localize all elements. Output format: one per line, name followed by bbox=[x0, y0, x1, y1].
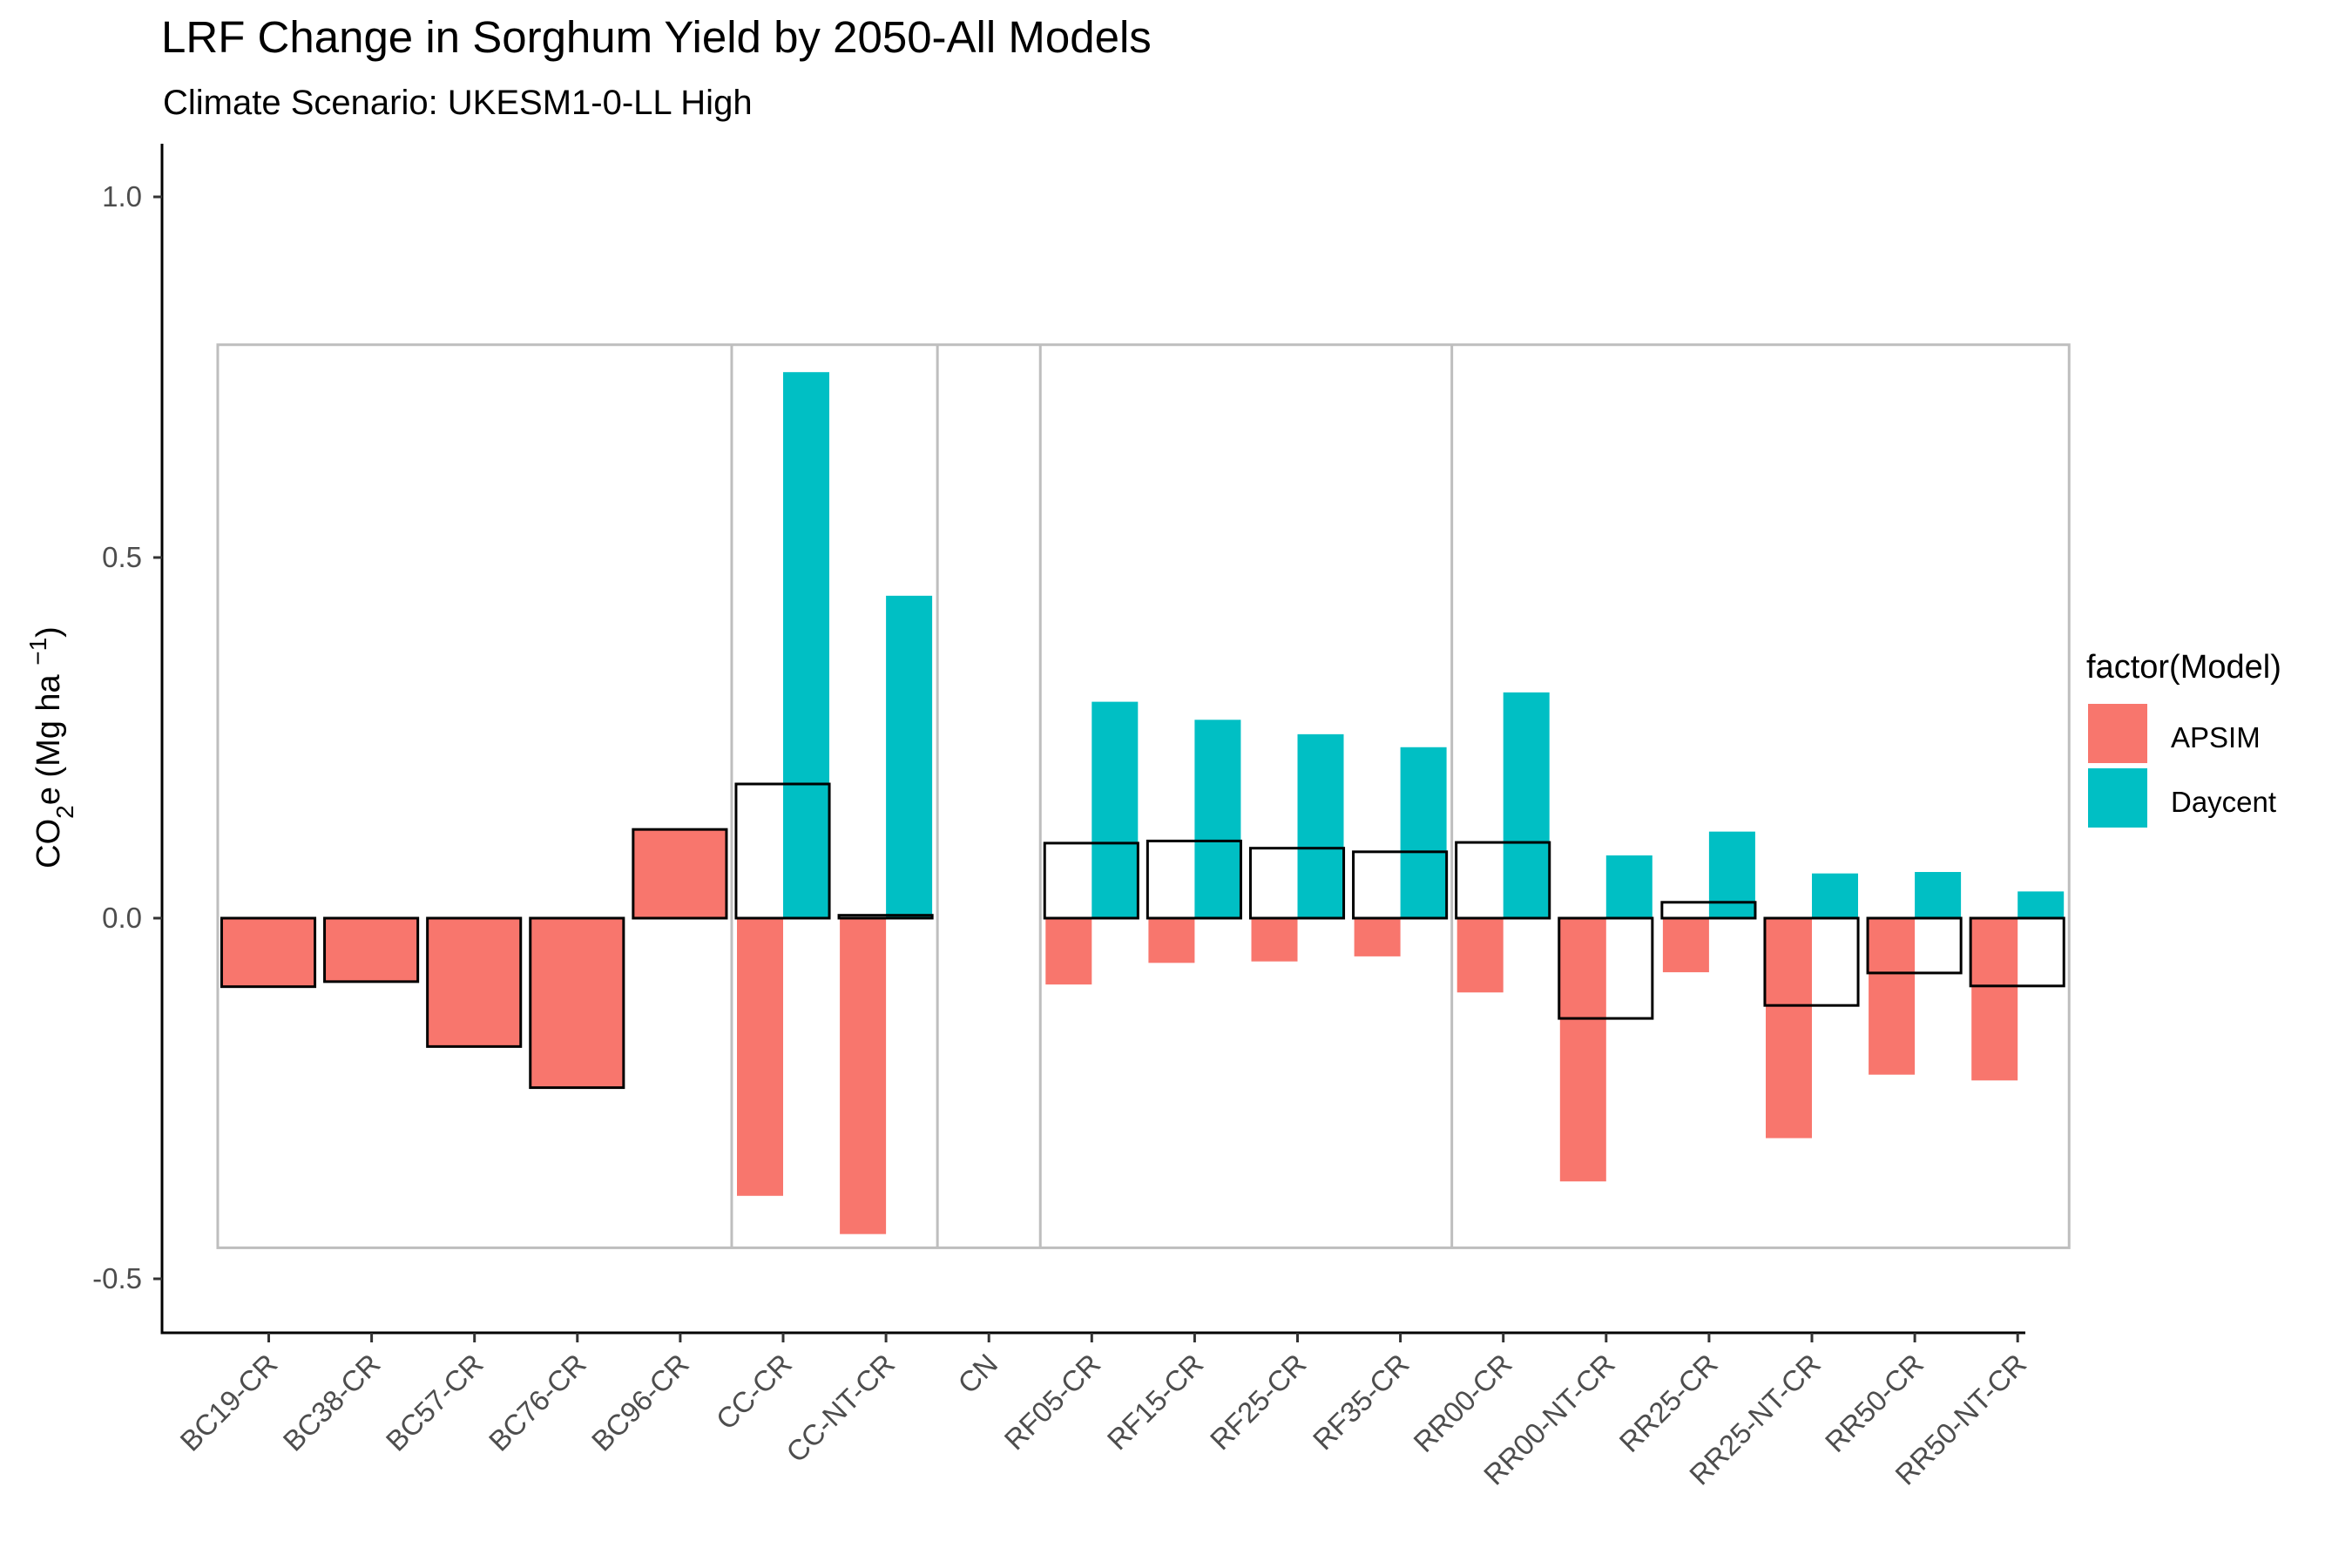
bar-daycent bbox=[1708, 831, 1755, 918]
group-boxes bbox=[216, 343, 2071, 1249]
mean-outline bbox=[1146, 839, 1242, 920]
bar-apsim bbox=[220, 916, 317, 989]
mean-outline bbox=[837, 914, 934, 920]
bar-apsim bbox=[1971, 918, 2018, 1081]
legend-key-apsim bbox=[2088, 704, 2147, 763]
bar-apsim bbox=[1045, 918, 1092, 985]
mean-outline bbox=[1969, 916, 2065, 988]
y-tick-label: -0.5 bbox=[92, 1262, 142, 1294]
x-tick-label: BC19-CR bbox=[173, 1348, 283, 1457]
bar-apsim bbox=[426, 916, 523, 1048]
mean-outline bbox=[1043, 841, 1139, 920]
legend-label-daycent: Daycent bbox=[2171, 786, 2276, 818]
bar-daycent bbox=[1812, 873, 1858, 918]
y-tick-label: 0.0 bbox=[102, 902, 142, 934]
bar-apsim bbox=[1766, 918, 1812, 1139]
bar-apsim bbox=[1662, 918, 1709, 973]
x-tick-label: RF05-CR bbox=[998, 1348, 1107, 1456]
x-tick-label: BC38-CR bbox=[277, 1348, 387, 1457]
x-tick-label: RR00-CR bbox=[1407, 1348, 1517, 1458]
legend-key-daycent bbox=[2088, 768, 2147, 828]
legend: factor(Model) APSIM Daycent bbox=[2086, 649, 2281, 828]
x-tick-label: RR50-CR bbox=[1819, 1348, 1930, 1458]
bar-daycent bbox=[783, 372, 829, 919]
bar-daycent bbox=[1503, 692, 1550, 918]
y-tick-label: 0.5 bbox=[102, 541, 142, 573]
bar-daycent bbox=[1605, 855, 1652, 918]
bar-apsim bbox=[529, 916, 625, 1090]
group-box-frame bbox=[216, 343, 2071, 1249]
x-tick-label: CN bbox=[951, 1348, 1004, 1400]
bar-apsim bbox=[840, 918, 887, 1234]
bar-daycent bbox=[1400, 747, 1447, 918]
bar-apsim bbox=[1354, 918, 1401, 956]
bar-apsim bbox=[1456, 918, 1504, 993]
y-ticks: 1.0 0.5 0.0 -0.5 bbox=[92, 180, 162, 1294]
bar-apsim bbox=[323, 916, 420, 983]
bar-daycent bbox=[2017, 891, 2065, 918]
y-axis-title: CO2e (Mg ha −1) bbox=[24, 626, 78, 868]
mean-outlines bbox=[734, 782, 2065, 1020]
mean-outline bbox=[734, 782, 831, 920]
bar-apsim bbox=[737, 918, 783, 1196]
bar-daycent bbox=[886, 595, 933, 918]
x-tick-label: RR25-CR bbox=[1613, 1348, 1724, 1458]
chart-subtitle: Climate Scenario: UKESM1-0-LL High bbox=[163, 84, 753, 122]
x-tick-label: CC-NT-CR bbox=[780, 1348, 901, 1469]
x-tick-label: BC96-CR bbox=[585, 1348, 695, 1457]
mean-outline bbox=[1558, 916, 1654, 1020]
x-tick-label: CC-CR bbox=[710, 1348, 798, 1436]
x-tick-label: RF35-CR bbox=[1307, 1348, 1416, 1456]
bar-daycent bbox=[1297, 733, 1344, 918]
mean-outline bbox=[1763, 916, 1860, 1007]
legend-title: factor(Model) bbox=[2086, 649, 2281, 686]
mean-outline bbox=[1660, 901, 1757, 920]
mean-outline bbox=[1866, 916, 1963, 975]
mean-outline bbox=[1352, 850, 1449, 920]
x-tick-label: RF15-CR bbox=[1101, 1348, 1210, 1456]
y-tick-label: 1.0 bbox=[102, 180, 142, 213]
mean-outline bbox=[1248, 847, 1346, 920]
bar-daycent bbox=[1194, 720, 1241, 918]
bars bbox=[220, 372, 2065, 1234]
x-tick-label: RF25-CR bbox=[1204, 1348, 1313, 1456]
mean-outline bbox=[1455, 841, 1551, 920]
chart-title: LRF Change in Sorghum Yield by 2050-All … bbox=[161, 12, 1152, 62]
bar-apsim bbox=[1251, 918, 1298, 962]
bar-daycent bbox=[1092, 701, 1139, 918]
x-tick-label: BC57-CR bbox=[380, 1348, 490, 1457]
bar-apsim bbox=[1869, 918, 1916, 1075]
bar-apsim bbox=[1148, 918, 1195, 963]
legend-label-apsim: APSIM bbox=[2171, 721, 2261, 754]
x-tick-label: BC76-CR bbox=[483, 1348, 592, 1457]
bar-apsim bbox=[1559, 918, 1606, 1182]
bar-apsim bbox=[632, 828, 728, 920]
bar-daycent bbox=[1915, 872, 1962, 918]
